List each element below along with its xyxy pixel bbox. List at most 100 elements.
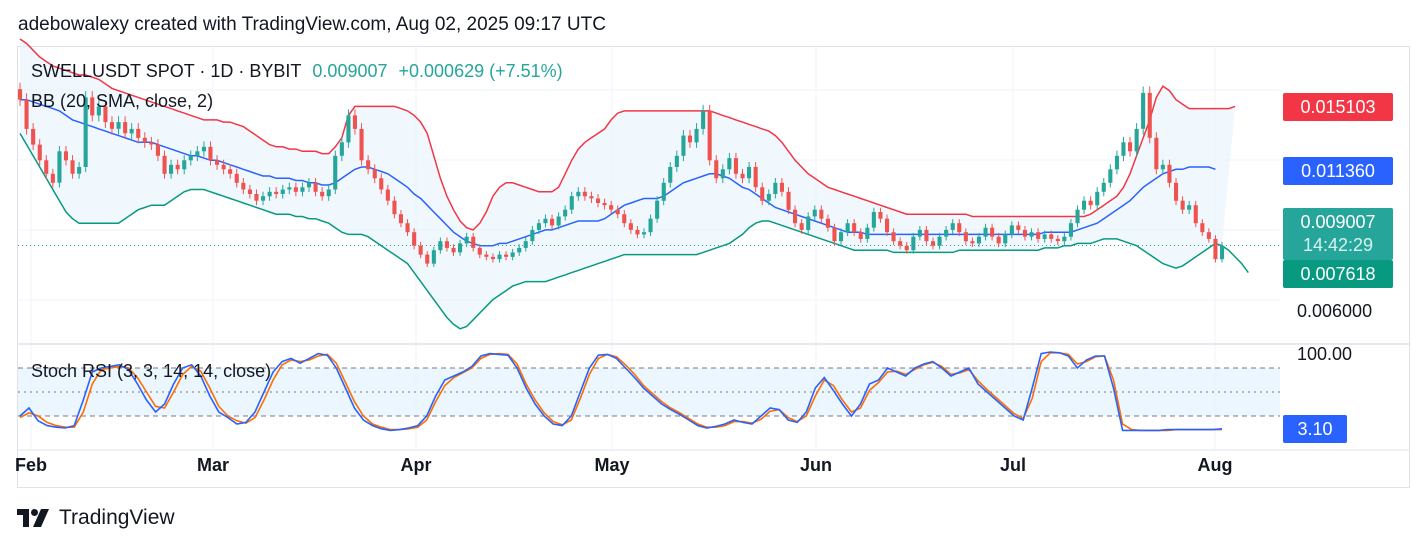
candle-body <box>976 236 981 244</box>
candle-body <box>655 200 660 219</box>
candle-body <box>175 164 180 170</box>
candle-body <box>208 146 213 161</box>
candle-body <box>1200 223 1205 233</box>
candle-body <box>569 196 574 210</box>
candle-body <box>701 110 706 129</box>
candle-body <box>484 254 489 257</box>
candle-body <box>786 191 791 210</box>
candle-body <box>931 241 936 246</box>
candle-body <box>274 191 279 194</box>
stoch-legend[interactable]: Stoch RSI (3, 3, 14, 14, close) <box>31 361 277 382</box>
candle-body <box>1121 142 1126 156</box>
candle-body <box>497 254 502 260</box>
candle-body <box>556 216 561 226</box>
candle-body <box>806 216 811 230</box>
candle-body <box>747 167 752 179</box>
candle-body <box>333 155 338 190</box>
candle-body <box>681 135 686 156</box>
symbol-label[interactable]: SWELLUSDT SPOT · 1D · BYBIT <box>31 61 302 81</box>
candle-body <box>825 218 830 228</box>
time-axis-label-jul: Jul <box>999 455 1027 475</box>
candle-body <box>352 115 357 129</box>
candle-body <box>129 128 134 134</box>
candle-body <box>241 182 246 190</box>
candle-body <box>280 189 285 194</box>
candle-body <box>582 191 587 197</box>
candle-body <box>924 229 929 242</box>
candle-countdown: 14:42:29 <box>1302 235 1374 255</box>
candle-body <box>313 182 318 192</box>
candle-body <box>878 212 883 219</box>
bollinger-band-fill <box>20 39 1236 329</box>
candle-body <box>136 128 141 138</box>
candle-body <box>668 167 673 183</box>
candle-body <box>1082 200 1087 210</box>
time-axis-label-aug: Aug <box>1197 455 1233 475</box>
candle-body <box>1029 232 1034 237</box>
candle-body <box>1213 238 1218 260</box>
candle-body <box>990 227 995 237</box>
candle-body <box>543 218 548 224</box>
stoch-axis-tick-100: 100.00 <box>1297 344 1353 364</box>
candle-body <box>832 227 837 242</box>
candle-body <box>983 227 988 237</box>
candle-body <box>18 89 23 100</box>
candle-body <box>1174 182 1179 201</box>
candle-body <box>63 151 68 161</box>
time-axis-label-may: May <box>594 455 630 475</box>
candle-body <box>536 223 541 230</box>
bb-legend[interactable]: BB (20, SMA, close, 2) <box>31 91 219 112</box>
bb-upper-line <box>19 38 1236 231</box>
last-price-value: 0.009007 <box>1300 212 1376 232</box>
stoch-last-tag: 3.10 <box>1283 415 1347 443</box>
stoch-indicator-label: Stoch RSI (3, 3, 14, 14, close) <box>31 361 272 381</box>
candle-body <box>83 97 88 167</box>
candle-body <box>418 245 423 255</box>
bb-lower-price-tag: 0.007618 <box>1283 260 1393 288</box>
candle-body <box>812 209 817 217</box>
candle-body <box>90 97 95 116</box>
candle-body <box>142 137 147 143</box>
candle-body <box>589 196 594 199</box>
candle-body <box>1055 238 1060 242</box>
candle-body <box>234 173 239 183</box>
candle-body <box>707 110 712 161</box>
candle-body <box>405 223 410 233</box>
candle-body <box>937 236 942 246</box>
candle-body <box>1167 164 1172 183</box>
main-legend: SWELLUSDT SPOT · 1D · BYBIT 0.009007 +0.… <box>31 61 569 82</box>
candle-body <box>635 229 640 235</box>
bb-basis-price-tag: 0.011360 <box>1283 157 1393 185</box>
candle-body <box>1088 200 1093 206</box>
candle-body <box>261 196 266 201</box>
time-axis-label-jun: Jun <box>799 455 833 475</box>
candle-body <box>674 155 679 167</box>
candle-body <box>1220 245 1225 260</box>
candle-body <box>904 245 909 251</box>
candle-body <box>221 164 226 170</box>
tradingview-brand[interactable]: TradingView <box>17 506 175 530</box>
candle-body <box>438 241 443 251</box>
candle-body <box>1134 128 1139 152</box>
candle-body <box>451 247 456 253</box>
stoch-k-line <box>19 351 1223 432</box>
candle-body <box>1154 137 1159 170</box>
candle-body <box>96 106 101 116</box>
candle-body <box>149 142 154 145</box>
candle-body <box>720 169 725 179</box>
candle-body <box>1042 234 1047 239</box>
candle-body <box>1160 164 1165 170</box>
candle-body <box>50 173 55 183</box>
candle-body <box>1206 232 1211 239</box>
price-change-label: +0.000629 (+7.51%) <box>398 61 563 81</box>
candle-body <box>517 247 522 253</box>
bb-upper-price-tag: 0.015103 <box>1283 93 1393 121</box>
candle-body <box>504 254 509 257</box>
candle-body <box>944 229 949 237</box>
candle-body <box>1108 169 1113 183</box>
candle-body <box>615 209 620 215</box>
candle-body <box>996 236 1001 244</box>
candle-body <box>188 155 193 161</box>
candle-body <box>287 187 292 190</box>
